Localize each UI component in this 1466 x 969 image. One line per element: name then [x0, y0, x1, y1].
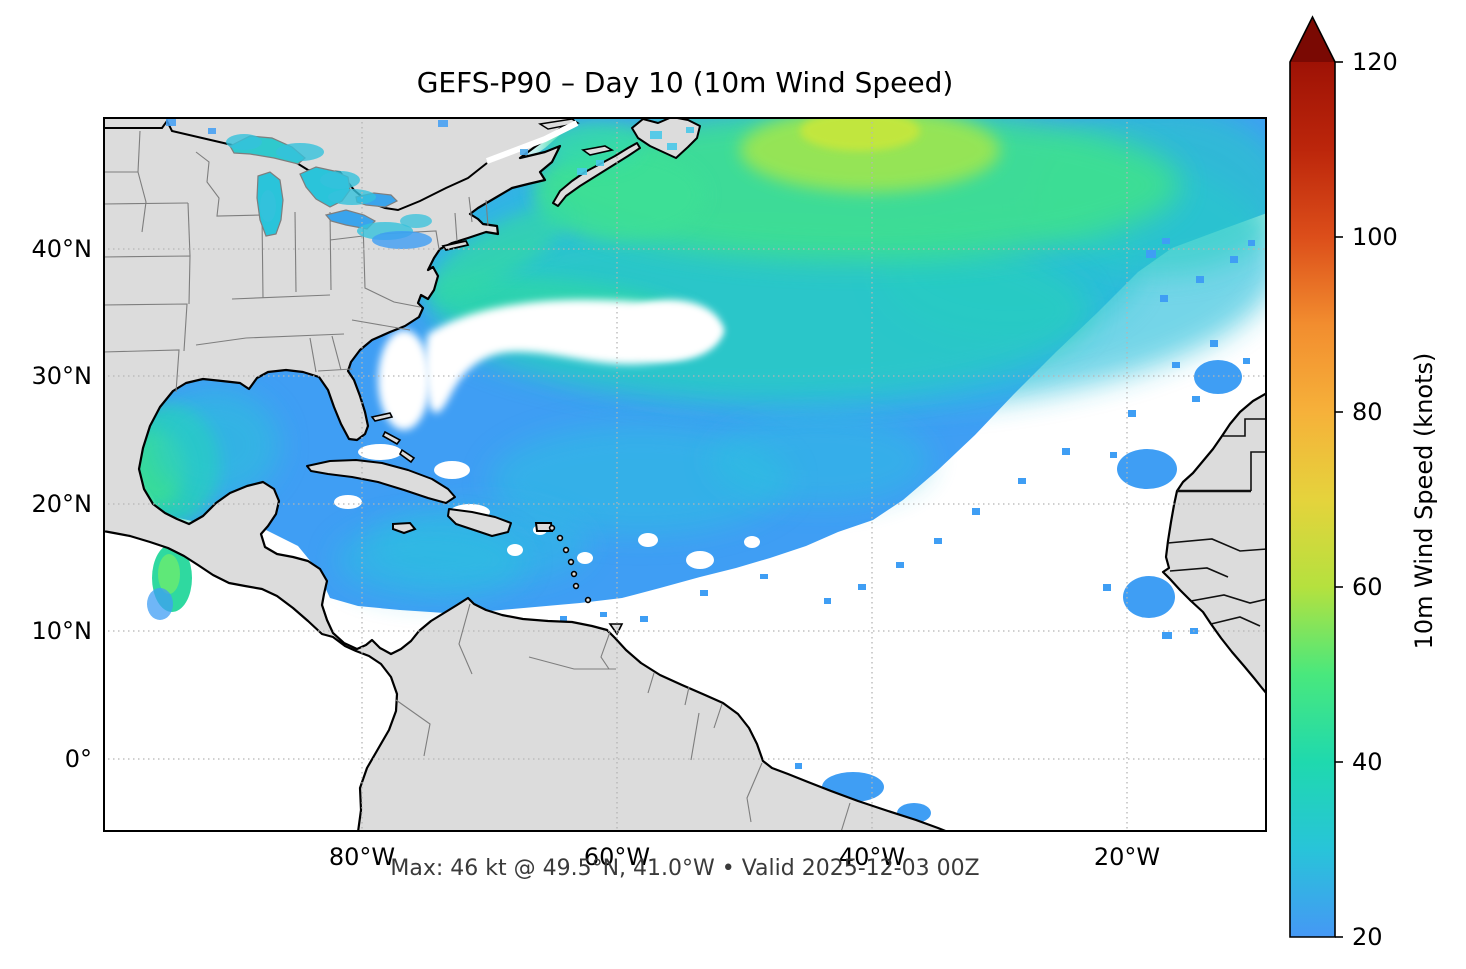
masked-wind-holes — [334, 299, 760, 569]
wind-speckles — [147, 238, 1255, 823]
state-borders — [103, 130, 851, 832]
africa-country-borders — [1167, 418, 1267, 627]
colorbar-gradient-bar — [1290, 62, 1335, 937]
y-tick-20n: 20°N — [31, 490, 93, 518]
cb-tick-60: 60 — [1352, 573, 1383, 601]
newfoundland — [631, 117, 701, 159]
coastline-africa — [1161, 391, 1267, 696]
cb-tick-100: 100 — [1352, 223, 1398, 251]
caption-max-valid: Max: 46 kt @ 49.5°N, 41.0°W • Valid 2025… — [390, 856, 980, 881]
map-canvas — [103, 117, 1267, 832]
island-jamaica — [392, 521, 417, 535]
plot-title: GEFS-P90 – Day 10 (10m Wind Speed) — [416, 66, 954, 99]
st-lawrence-estuary — [485, 120, 579, 164]
bahamas — [370, 412, 416, 464]
x-tick-20w: 20°W — [1093, 843, 1161, 871]
cb-tick-20: 20 — [1352, 923, 1383, 951]
x-tick-60w: 60°W — [583, 843, 651, 871]
x-tick-80w: 80°W — [328, 843, 396, 871]
plot-border — [103, 117, 1267, 832]
colorbar-axis-label: 10m Wind Speed (knots) — [1410, 352, 1438, 650]
cb-tick-80: 80 — [1352, 398, 1383, 426]
colorbar-extend-arrow — [1290, 17, 1335, 62]
x-tick-40w: 40°W — [838, 843, 906, 871]
colorbar — [1289, 15, 1343, 938]
raster-spill-patches — [166, 119, 694, 249]
anticosti-island — [538, 118, 580, 130]
island-cuba — [306, 459, 456, 504]
prince-edward-island — [580, 145, 615, 156]
y-tick-0: 0° — [64, 745, 92, 773]
y-tick-40n: 40°N — [31, 235, 93, 263]
long-island — [441, 239, 470, 252]
island-hispaniola — [447, 508, 512, 537]
colorbar-outline — [1289, 15, 1336, 938]
cb-tick-120: 120 — [1352, 48, 1398, 76]
nova-scotia — [552, 142, 641, 207]
y-tick-30n: 30°N — [31, 362, 93, 390]
colorbar-tick-marks — [1335, 61, 1343, 938]
cb-tick-40: 40 — [1352, 748, 1383, 776]
y-tick-10n: 10°N — [31, 617, 93, 645]
lesser-antilles — [548, 524, 624, 636]
gridlines-layer — [103, 117, 1267, 832]
